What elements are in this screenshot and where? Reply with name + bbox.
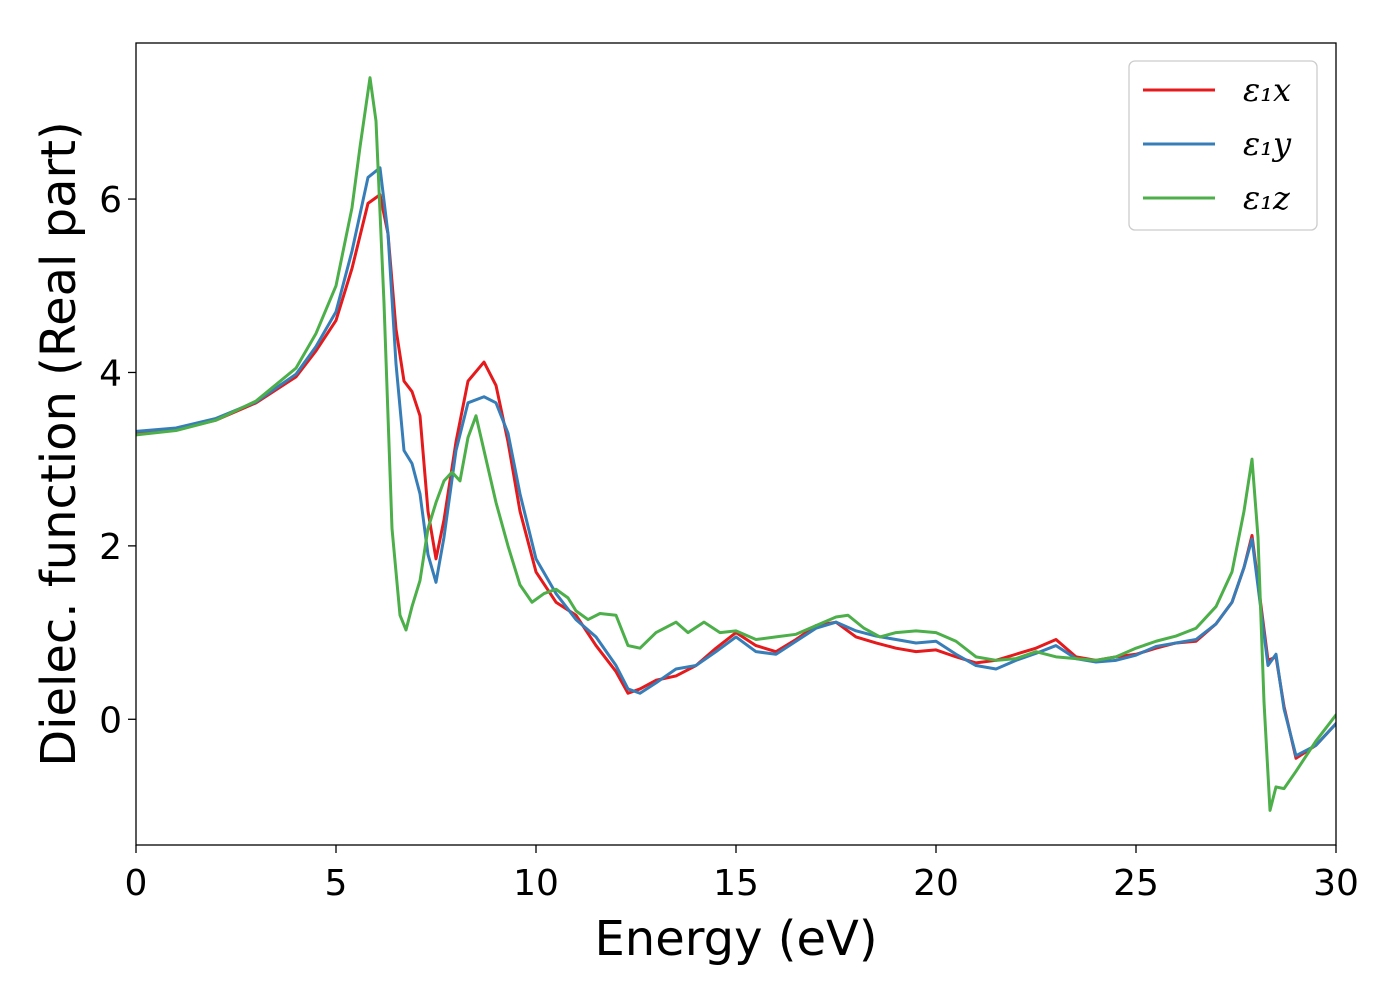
series-line-2 xyxy=(136,166,1336,758)
y-tick-label: 4 xyxy=(99,353,122,394)
x-axis-title: Energy (eV) xyxy=(594,911,877,967)
legend-label-1: ε₁x xyxy=(1243,71,1291,109)
legend-label-2: ε₁y xyxy=(1243,125,1292,163)
x-tick-label: 0 xyxy=(125,863,148,904)
x-tick-label: 10 xyxy=(513,863,559,904)
legend-label-3: ε₁z xyxy=(1243,179,1291,217)
series-lines xyxy=(136,76,1336,812)
y-tick-label: 6 xyxy=(99,180,122,221)
x-tick-label: 5 xyxy=(325,863,348,904)
x-tick-label: 25 xyxy=(1113,863,1159,904)
y-axis-title: Dielec. function (Real part) xyxy=(31,121,87,767)
legend-box xyxy=(1128,60,1318,231)
y-axis: 0 2 4 6 xyxy=(99,180,136,741)
x-tick-label: 15 xyxy=(713,863,759,904)
series-line-1 xyxy=(136,193,1336,760)
legend: ε₁x ε₁y ε₁z xyxy=(1128,60,1318,231)
x-tick-label: 30 xyxy=(1313,863,1359,904)
series-line-3 xyxy=(136,76,1336,812)
y-tick-label: 0 xyxy=(99,700,122,741)
x-axis: 0 5 10 15 20 25 30 xyxy=(125,845,1359,904)
y-tick-label: 2 xyxy=(99,527,122,568)
x-tick-label: 20 xyxy=(913,863,959,904)
